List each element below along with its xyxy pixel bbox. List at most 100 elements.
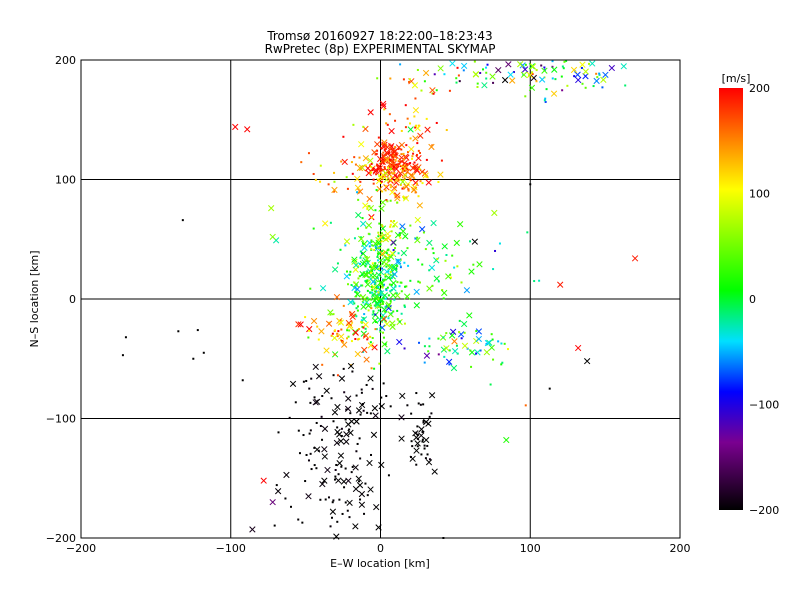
data-point xyxy=(428,345,431,348)
data-point xyxy=(580,66,583,69)
data-point xyxy=(375,239,382,246)
data-point xyxy=(521,66,529,73)
data-point xyxy=(381,267,384,270)
data-point xyxy=(533,280,536,283)
data-point xyxy=(402,175,405,178)
data-point xyxy=(366,207,369,210)
data-point xyxy=(393,171,396,174)
data-point xyxy=(388,263,396,271)
data-point xyxy=(428,143,435,151)
data-point xyxy=(341,341,348,348)
data-point xyxy=(387,474,390,477)
data-point xyxy=(340,160,343,163)
data-point xyxy=(370,269,373,272)
data-point xyxy=(302,380,305,383)
data-point xyxy=(369,271,372,274)
data-point xyxy=(403,183,410,190)
data-point xyxy=(573,75,576,78)
data-point xyxy=(394,158,397,161)
data-point xyxy=(400,153,403,156)
data-point xyxy=(355,211,362,219)
data-point xyxy=(450,364,458,372)
data-point xyxy=(309,429,312,432)
data-point xyxy=(560,75,563,78)
data-point xyxy=(395,165,398,168)
data-point xyxy=(544,100,547,103)
data-point xyxy=(398,414,405,421)
data-point xyxy=(398,175,401,178)
data-point xyxy=(379,298,382,301)
data-point xyxy=(370,216,373,219)
data-point xyxy=(399,281,402,284)
data-point xyxy=(620,63,627,70)
data-point xyxy=(313,446,316,449)
data-point xyxy=(353,418,360,425)
data-point xyxy=(319,480,326,488)
data-point xyxy=(308,387,311,390)
data-point xyxy=(373,503,380,511)
data-point xyxy=(449,328,457,335)
data-point xyxy=(419,226,426,233)
data-point xyxy=(358,480,361,483)
data-point xyxy=(315,467,318,470)
data-point xyxy=(268,205,275,212)
data-point xyxy=(379,100,387,108)
data-point xyxy=(338,333,345,340)
data-point xyxy=(332,499,335,502)
data-point xyxy=(458,319,461,322)
data-point xyxy=(202,351,205,354)
data-point xyxy=(384,156,391,163)
data-point xyxy=(592,85,595,88)
data-point xyxy=(403,304,406,307)
data-point xyxy=(378,362,381,365)
data-point xyxy=(408,80,411,83)
data-point xyxy=(374,153,377,156)
data-point xyxy=(336,520,339,523)
data-point xyxy=(345,319,353,327)
data-point xyxy=(356,442,359,445)
data-point xyxy=(479,71,482,74)
data-point xyxy=(358,156,361,159)
data-point xyxy=(361,346,368,354)
data-point xyxy=(369,304,372,307)
data-point xyxy=(335,477,342,484)
data-point xyxy=(631,255,639,262)
colorbar-tick-label: −100 xyxy=(749,399,779,412)
data-point xyxy=(360,303,367,310)
data-point xyxy=(416,425,419,428)
data-point xyxy=(391,172,394,175)
data-point xyxy=(417,258,420,261)
data-point xyxy=(376,185,383,193)
data-point xyxy=(566,84,569,87)
data-point xyxy=(369,412,372,415)
data-point xyxy=(324,498,327,501)
data-point xyxy=(390,179,393,182)
data-point xyxy=(336,374,339,377)
data-point xyxy=(362,155,370,162)
data-point xyxy=(426,239,433,247)
data-point xyxy=(319,424,322,427)
data-point xyxy=(423,418,430,426)
data-point xyxy=(367,298,370,301)
data-point xyxy=(415,124,418,127)
data-point xyxy=(445,332,448,335)
y-tick-label: 100 xyxy=(55,174,76,187)
data-point xyxy=(366,459,373,467)
data-point xyxy=(360,391,363,394)
data-point xyxy=(347,429,354,436)
data-point xyxy=(375,287,378,290)
data-point xyxy=(544,97,547,100)
data-point xyxy=(426,444,429,447)
data-point xyxy=(437,171,444,178)
data-point xyxy=(370,431,378,438)
data-point xyxy=(344,244,347,247)
data-point xyxy=(375,524,382,531)
data-point xyxy=(409,455,416,462)
data-point xyxy=(333,439,341,447)
data-point xyxy=(342,340,345,343)
data-point xyxy=(361,252,364,255)
data-point xyxy=(396,309,399,312)
data-point xyxy=(498,242,501,245)
data-point xyxy=(413,161,416,164)
